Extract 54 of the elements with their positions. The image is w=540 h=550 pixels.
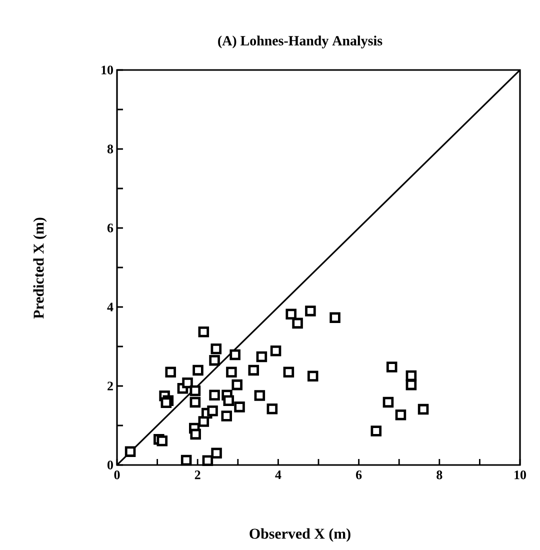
point: [210, 343, 222, 354]
point: [180, 454, 192, 466]
point: [190, 428, 201, 440]
point: [124, 446, 136, 457]
point: [248, 364, 259, 376]
point: [386, 362, 398, 372]
point: [286, 308, 296, 320]
point: [209, 354, 220, 366]
point: [156, 436, 168, 446]
point: [266, 404, 278, 414]
x-tick-label: 10: [514, 470, 526, 480]
point: [211, 448, 222, 459]
point: [395, 409, 406, 420]
point: [418, 404, 429, 415]
y-tick-label: 4: [107, 302, 114, 312]
point: [406, 379, 417, 390]
x-tick-label: 6: [356, 470, 362, 480]
y-tick-label: 10: [102, 66, 113, 74]
x-tick-label: 0: [114, 470, 120, 480]
point: [202, 455, 214, 466]
point: [254, 390, 266, 401]
point: [221, 410, 232, 422]
x-axis-title: Observed X (m): [250, 528, 350, 542]
point: [330, 312, 340, 324]
point: [209, 390, 220, 400]
point: [223, 395, 234, 406]
chart-title: (A) Lohnes-Handy Analysis: [218, 36, 382, 48]
point: [305, 306, 316, 316]
x-tick-label: 2: [194, 470, 200, 480]
point: [234, 402, 245, 412]
y-tick-label: 0: [108, 460, 113, 470]
point: [292, 318, 303, 329]
point: [230, 349, 240, 360]
point: [190, 385, 201, 396]
point: [232, 379, 242, 390]
point: [190, 396, 201, 408]
point: [256, 351, 268, 362]
y-tick-label: 2: [108, 382, 113, 390]
point: [198, 326, 210, 338]
point: [182, 377, 193, 388]
point: [307, 370, 318, 382]
y-tick-label: 6: [107, 224, 114, 232]
point: [382, 396, 394, 408]
y-axis-title: Predicted X (m): [33, 218, 47, 319]
point: [283, 366, 294, 378]
point: [270, 345, 282, 356]
point: [192, 364, 204, 376]
x-tick-label: 8: [436, 470, 442, 480]
x-tick-label: 4: [275, 470, 282, 480]
point: [226, 366, 237, 378]
y-tick-label: 8: [107, 144, 114, 154]
point: [207, 406, 218, 416]
point: [165, 366, 176, 378]
point: [370, 426, 382, 436]
